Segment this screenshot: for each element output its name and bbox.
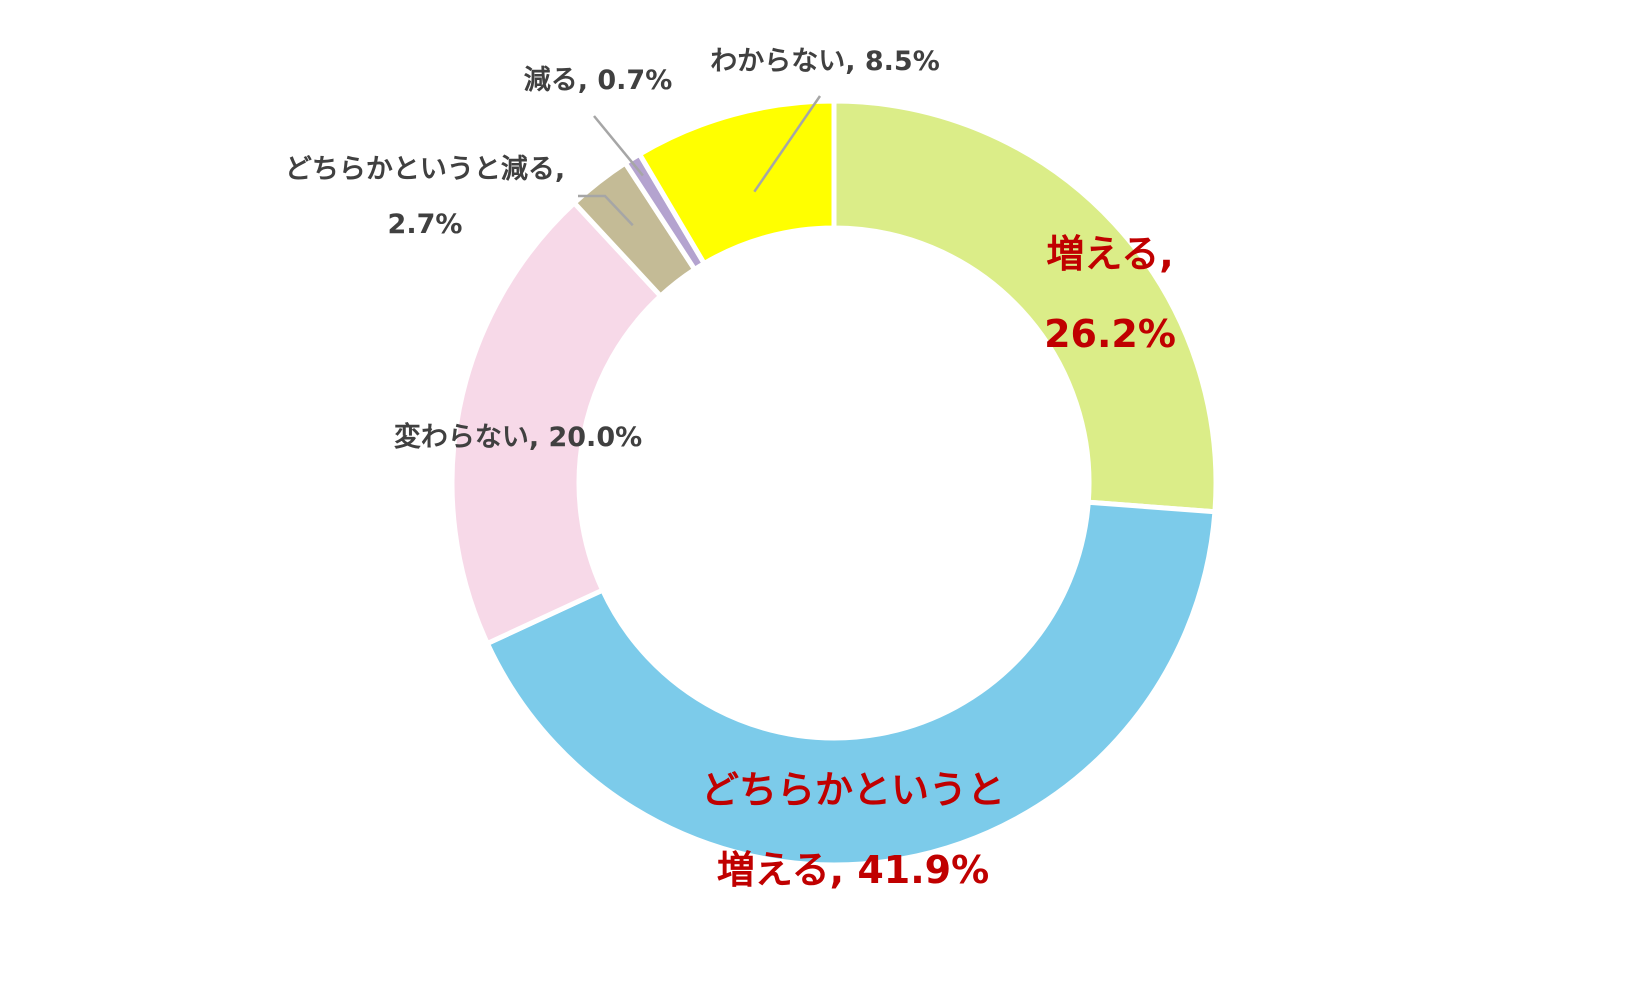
slice-label-dochiraka-zoeru-line1: どちらかというと [701,768,1005,812]
slice-label-kawaranai: 変わらない, 20.0% [394,421,642,453]
donut-slice-wakaranai [636,98,837,267]
leader-line-wakaranai [753,95,822,193]
donut-slice-dochiraka-zoeru [484,499,1218,868]
leader-line-heru [593,115,644,177]
slice-label-heru: 減る, 0.7% [524,65,673,96]
leader-line-dochiraka-heru [578,194,634,227]
slice-label-zoeru-line1: 増える, [1046,232,1173,276]
donut-slice-zoeru [831,98,1219,515]
slice-label-zoeru-line2: 26.2% [1044,312,1176,356]
slice-label-dochiraka-heru: どちらかというと減る, 2.7% [285,154,565,240]
slice-label-dochiraka-heru-line1: どちらかというと減る, [285,154,565,185]
slice-label-zoeru: 増える, 26.2% [1044,232,1176,356]
slices-layer [449,98,1219,868]
slice-label-dochiraka-heru-line2: 2.7% [388,209,463,240]
slice-label-kawaranai-line1: 変わらない, 20.0% [394,421,642,453]
slice-label-dochiraka-zoeru: どちらかというと 増える, 41.9% [701,768,1005,892]
donut-slice-kawaranai [449,199,665,647]
slice-label-heru-line1: 減る, 0.7% [524,65,673,96]
slice-label-dochiraka-zoeru-line2: 増える, 41.9% [717,848,989,892]
leader-lines-layer [578,95,822,227]
slice-label-wakaranai: わからない, 8.5% [710,46,940,77]
slice-label-wakaranai-line1: わからない, 8.5% [710,46,940,77]
